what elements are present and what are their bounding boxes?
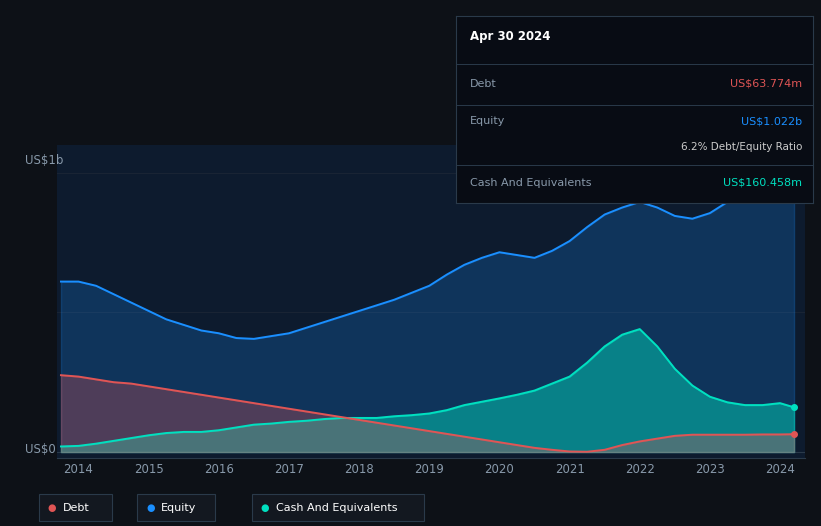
Text: US$0: US$0 — [25, 443, 55, 456]
Text: 6.2% Debt/Equity Ratio: 6.2% Debt/Equity Ratio — [681, 143, 802, 153]
Text: US$63.774m: US$63.774m — [730, 79, 802, 89]
Text: US$1.022b: US$1.022b — [741, 116, 802, 126]
Text: Apr 30 2024: Apr 30 2024 — [470, 30, 550, 43]
Text: US$160.458m: US$160.458m — [723, 178, 802, 188]
Text: Debt: Debt — [62, 502, 89, 513]
Text: Debt: Debt — [470, 79, 497, 89]
Text: US$1b: US$1b — [25, 154, 63, 167]
Text: ●: ● — [261, 502, 269, 513]
Text: Equity: Equity — [470, 116, 505, 126]
Text: Equity: Equity — [161, 502, 196, 513]
Text: ●: ● — [48, 502, 56, 513]
Text: ●: ● — [146, 502, 154, 513]
Text: Cash And Equivalents: Cash And Equivalents — [470, 178, 591, 188]
Text: Cash And Equivalents: Cash And Equivalents — [276, 502, 397, 513]
